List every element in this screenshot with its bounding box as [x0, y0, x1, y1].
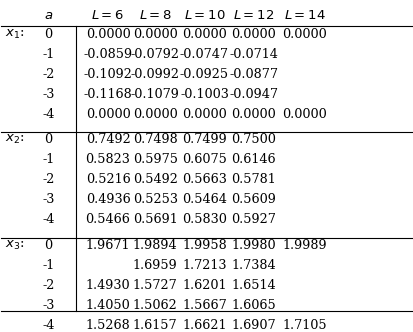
- Text: -0.1003: -0.1003: [180, 88, 229, 101]
- Text: 1.9671: 1.9671: [86, 239, 130, 252]
- Text: 0: 0: [45, 239, 52, 252]
- Text: -4: -4: [43, 319, 55, 332]
- Text: -0.0947: -0.0947: [229, 88, 278, 101]
- Text: 0: 0: [45, 28, 52, 41]
- Text: -1: -1: [43, 259, 55, 272]
- Text: -3: -3: [43, 299, 55, 312]
- Text: -0.0747: -0.0747: [180, 48, 229, 61]
- Text: 1.6157: 1.6157: [133, 319, 178, 332]
- Text: 0.0000: 0.0000: [182, 28, 227, 41]
- Text: 0.5975: 0.5975: [133, 153, 178, 166]
- Text: -0.0792: -0.0792: [131, 48, 180, 61]
- Text: -0.0877: -0.0877: [229, 68, 278, 81]
- Text: -2: -2: [43, 173, 55, 186]
- Text: 0.5466: 0.5466: [85, 213, 131, 226]
- Text: -4: -4: [43, 213, 55, 226]
- Text: 0.5609: 0.5609: [231, 193, 276, 206]
- Text: $a$: $a$: [44, 9, 53, 22]
- Text: 1.6621: 1.6621: [182, 319, 227, 332]
- Text: 0.0000: 0.0000: [182, 108, 227, 121]
- Text: 0.5492: 0.5492: [133, 173, 178, 186]
- Text: -0.1168: -0.1168: [84, 88, 133, 101]
- Text: -0.0714: -0.0714: [229, 48, 278, 61]
- Text: -1: -1: [43, 153, 55, 166]
- Text: 0.7498: 0.7498: [133, 133, 178, 146]
- Text: 1.7384: 1.7384: [231, 259, 276, 272]
- Text: 0.7500: 0.7500: [231, 133, 276, 146]
- Text: 1.7105: 1.7105: [282, 319, 327, 332]
- Text: -2: -2: [43, 279, 55, 292]
- Text: 0.5691: 0.5691: [133, 213, 178, 226]
- Text: 1.6959: 1.6959: [133, 259, 178, 272]
- Text: $L=14$: $L=14$: [284, 9, 326, 22]
- Text: -2: -2: [43, 68, 55, 81]
- Text: $L=8$: $L=8$: [139, 9, 172, 22]
- Text: 0.4936: 0.4936: [85, 193, 131, 206]
- Text: -3: -3: [43, 193, 55, 206]
- Text: 0.0000: 0.0000: [282, 108, 328, 121]
- Text: $x_1$:: $x_1$:: [5, 28, 25, 41]
- Text: 0.5830: 0.5830: [182, 213, 227, 226]
- Text: $x_2$:: $x_2$:: [5, 133, 25, 146]
- Text: 0.0000: 0.0000: [85, 108, 131, 121]
- Text: 0.0000: 0.0000: [231, 28, 276, 41]
- Text: 1.6907: 1.6907: [231, 319, 276, 332]
- Text: 1.9894: 1.9894: [133, 239, 178, 252]
- Text: -0.0859: -0.0859: [83, 48, 133, 61]
- Text: 0.7492: 0.7492: [85, 133, 131, 146]
- Text: 0: 0: [45, 133, 52, 146]
- Text: 1.5062: 1.5062: [133, 299, 178, 312]
- Text: 1.5667: 1.5667: [182, 299, 227, 312]
- Text: -0.1079: -0.1079: [131, 88, 180, 101]
- Text: 0.0000: 0.0000: [133, 28, 178, 41]
- Text: 0.0000: 0.0000: [85, 28, 131, 41]
- Text: 0.5216: 0.5216: [85, 173, 131, 186]
- Text: 0.5253: 0.5253: [133, 193, 178, 206]
- Text: 0.5781: 0.5781: [231, 173, 276, 186]
- Text: 1.4050: 1.4050: [85, 299, 131, 312]
- Text: -4: -4: [43, 108, 55, 121]
- Text: $L=12$: $L=12$: [233, 9, 274, 22]
- Text: 0.5464: 0.5464: [182, 193, 227, 206]
- Text: 1.9958: 1.9958: [182, 239, 227, 252]
- Text: -0.1092: -0.1092: [83, 68, 133, 81]
- Text: 0.6146: 0.6146: [231, 153, 276, 166]
- Text: $L=10$: $L=10$: [184, 9, 225, 22]
- Text: 1.6065: 1.6065: [231, 299, 276, 312]
- Text: 1.7213: 1.7213: [182, 259, 227, 272]
- Text: 0.5823: 0.5823: [85, 153, 131, 166]
- Text: 0.6075: 0.6075: [182, 153, 227, 166]
- Text: -1: -1: [43, 48, 55, 61]
- Text: 0.5663: 0.5663: [182, 173, 227, 186]
- Text: 1.9989: 1.9989: [282, 239, 327, 252]
- Text: -0.0925: -0.0925: [180, 68, 229, 81]
- Text: $L=6$: $L=6$: [91, 9, 125, 22]
- Text: 0.7499: 0.7499: [182, 133, 227, 146]
- Text: -0.0992: -0.0992: [131, 68, 180, 81]
- Text: 1.4930: 1.4930: [86, 279, 131, 292]
- Text: 1.9980: 1.9980: [231, 239, 276, 252]
- Text: -3: -3: [43, 88, 55, 101]
- Text: 0.5927: 0.5927: [231, 213, 276, 226]
- Text: $x_3$:: $x_3$:: [5, 239, 25, 252]
- Text: 1.5727: 1.5727: [133, 279, 178, 292]
- Text: 0.0000: 0.0000: [133, 108, 178, 121]
- Text: 1.6514: 1.6514: [231, 279, 276, 292]
- Text: 1.6201: 1.6201: [182, 279, 227, 292]
- Text: 1.5268: 1.5268: [85, 319, 131, 332]
- Text: 0.0000: 0.0000: [231, 108, 276, 121]
- Text: 0.0000: 0.0000: [282, 28, 328, 41]
